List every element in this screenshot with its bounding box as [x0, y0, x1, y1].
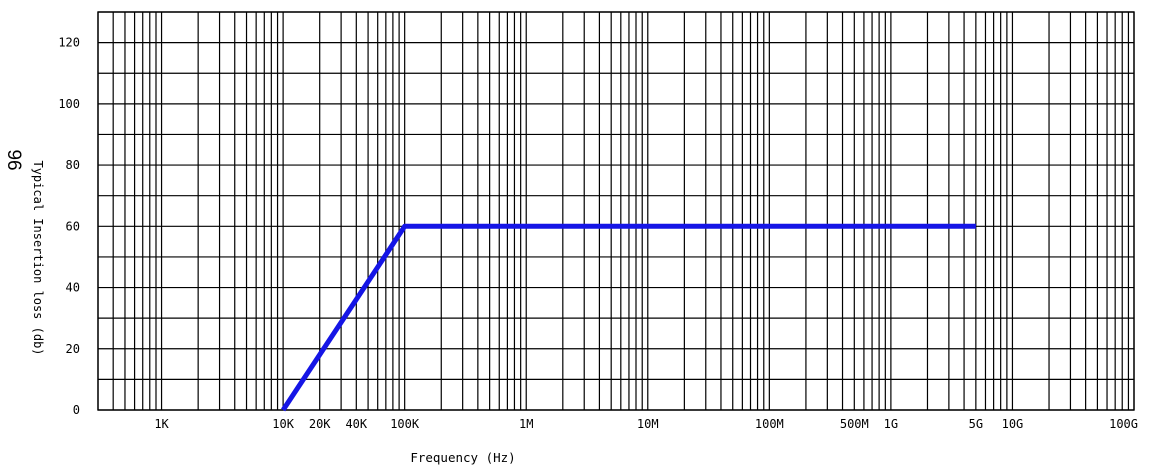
x-tick-label: 20K	[309, 417, 331, 431]
y-axis-label: Typical Insertion loss (db)	[31, 160, 45, 355]
series-line	[281, 223, 976, 412]
plot-frame	[97, 11, 1135, 411]
y-tick-label: 100	[58, 97, 80, 111]
x-tick-label: 100M	[755, 417, 784, 431]
x-tick-label: 500M	[840, 417, 869, 431]
x-axis-label: Frequency (Hz)	[410, 450, 515, 465]
x-tick-label: 100G	[1109, 417, 1138, 431]
y-tick-label: 0	[73, 403, 80, 417]
x-tick-label: 1G	[884, 417, 898, 431]
y-tick-label: 40	[66, 281, 80, 295]
y-tick-label: 80	[66, 158, 80, 172]
y-tick-labels: 0 20 40 60 80 100 120	[58, 36, 80, 417]
grid	[97, 11, 1135, 411]
x-tick-label: 1K	[154, 417, 169, 431]
x-tick-label: 100K	[390, 417, 420, 431]
x-tick-label: 5G	[969, 417, 983, 431]
x-tick-label: 10G	[1002, 417, 1024, 431]
page-marker: 96	[3, 149, 24, 170]
x-tick-label: 10K	[272, 417, 294, 431]
y-tick-label: 60	[66, 219, 80, 233]
y-tick-label: 20	[66, 342, 80, 356]
series-layer	[281, 223, 976, 412]
x-tick-label: 1M	[519, 417, 533, 431]
x-tick-label: 10M	[637, 417, 659, 431]
x-tick-label: 40K	[345, 417, 367, 431]
y-tick-label: 120	[58, 36, 80, 50]
x-tick-labels: 1K 10K 20K 40K 100K 1M 10M 100M 500M 1G 5G 10G 100G	[154, 417, 1138, 431]
